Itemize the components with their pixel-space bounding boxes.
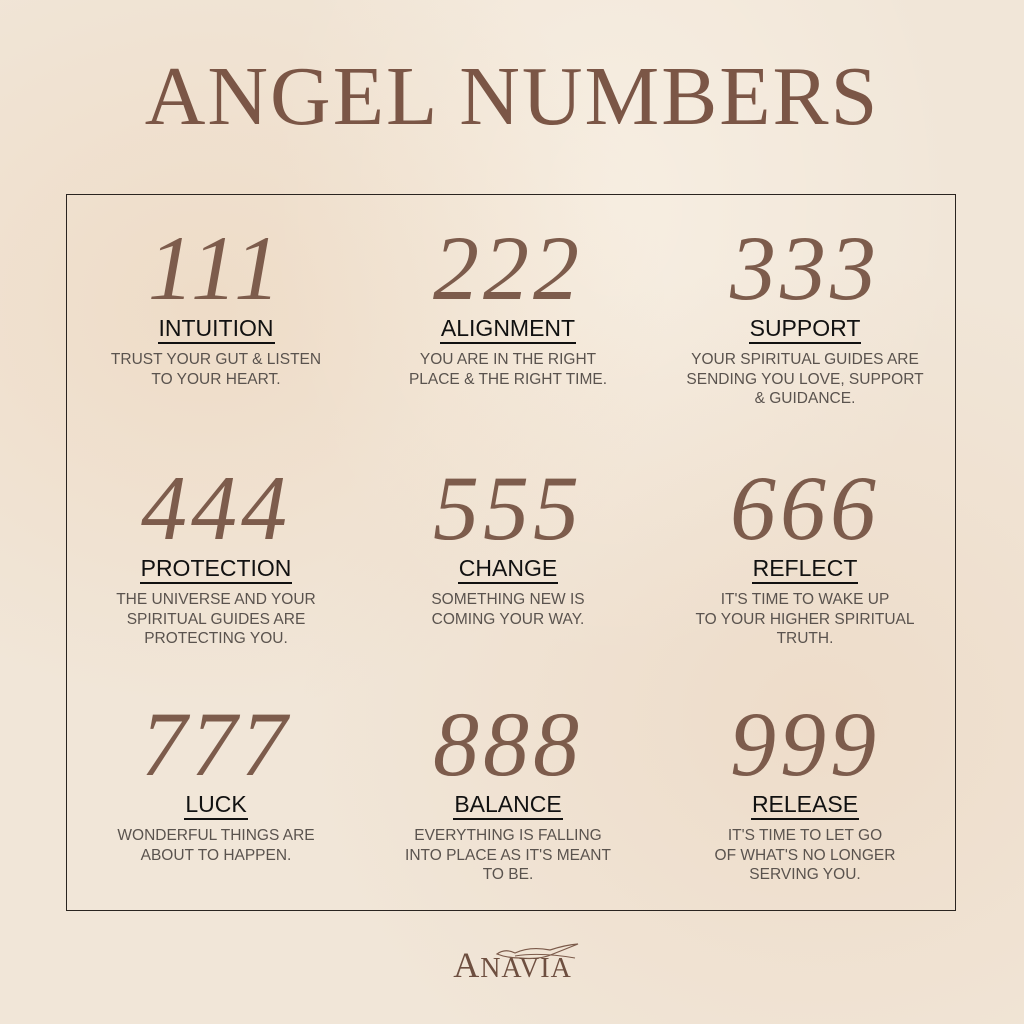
angel-number-card: 444 PROTECTION THE UNIVERSE AND YOUR SPI… [66,457,366,649]
angel-number-card: 999 RELEASE IT'S TIME TO LET GO OF WHAT'… [655,693,955,885]
angel-number-description: WONDERFUL THINGS ARE ABOUT TO HAPPEN. [117,827,315,864]
angel-number-label: REFLECT [751,556,859,584]
angel-number: 222 [433,217,583,319]
angel-number: 555 [433,457,583,559]
angel-number-label: INTUITION [157,316,275,344]
angel-number-description: SOMETHING NEW IS COMING YOUR WAY. [431,591,585,628]
angel-number: 666 [730,457,880,559]
angel-number-card: 333 SUPPORT YOUR SPIRITUAL GUIDES ARE SE… [655,217,955,409]
angel-number-card: 777 LUCK WONDERFUL THINGS ARE ABOUT TO H… [66,693,366,865]
angel-number-label: CHANGE [457,556,559,584]
angel-number-card: 666 REFLECT IT'S TIME TO WAKE UP TO YOUR… [655,457,955,649]
angel-number: 888 [433,693,583,795]
angel-number-description: YOUR SPIRITUAL GUIDES ARE SENDING YOU LO… [686,351,924,407]
angel-number: 999 [730,693,880,795]
angel-number-description: IT'S TIME TO WAKE UP TO YOUR HIGHER SPIR… [695,591,915,647]
brand-logo: ANAVIA [440,940,585,990]
angel-number-card: 111 INTUITION TRUST YOUR GUT & LISTEN TO… [66,217,366,389]
angel-number-label: BALANCE [453,792,563,820]
angel-number-card: 222 ALIGNMENT YOU ARE IN THE RIGHT PLACE… [358,217,658,389]
content-frame [66,194,956,911]
angel-number-description: YOU ARE IN THE RIGHT PLACE & THE RIGHT T… [408,351,608,388]
brand-name: ANAVIA [453,945,572,985]
angel-number-description: THE UNIVERSE AND YOUR SPIRITUAL GUIDES A… [116,591,316,647]
bird-icon [495,943,579,960]
angel-number: 333 [730,217,880,319]
angel-number-description: IT'S TIME TO LET GO OF WHAT'S NO LONGER … [714,827,896,883]
angel-number-card: 555 CHANGE SOMETHING NEW IS COMING YOUR … [358,457,658,629]
angel-number-description: EVERYTHING IS FALLING INTO PLACE AS IT'S… [405,827,611,883]
angel-number: 444 [141,457,291,559]
angel-number: 111 [147,217,285,319]
angel-number-description: TRUST YOUR GUT & LISTEN TO YOUR HEART. [110,351,322,388]
angel-number: 777 [141,693,291,795]
page-title: ANGEL NUMBERS [144,50,880,143]
angel-number-label: PROTECTION [139,556,293,584]
angel-number-label: ALIGNMENT [439,316,577,344]
angel-number-label: RELEASE [750,792,860,820]
angel-number-label: SUPPORT [748,316,862,344]
angel-number-label: LUCK [184,792,248,820]
angel-number-card: 888 BALANCE EVERYTHING IS FALLING INTO P… [358,693,658,885]
